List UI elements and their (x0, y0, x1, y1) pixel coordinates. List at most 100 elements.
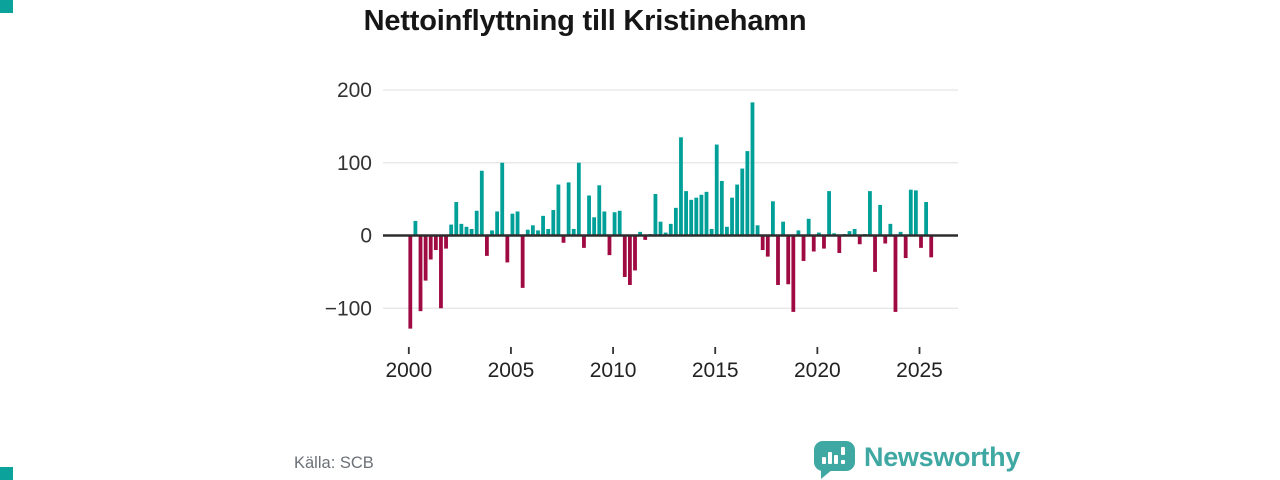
bar (658, 221, 663, 236)
bar (745, 151, 750, 236)
bar (408, 235, 413, 329)
bar (771, 201, 775, 236)
bar (822, 235, 826, 249)
bar (413, 220, 418, 236)
bar (628, 235, 632, 285)
bar (423, 235, 428, 281)
bar (449, 224, 454, 236)
bar (500, 162, 505, 236)
bar (791, 235, 796, 312)
bar (622, 235, 627, 277)
bar (888, 223, 893, 236)
newsworthy-brand-text: Newsworthy (864, 442, 1021, 472)
bar (765, 235, 770, 257)
bar (566, 182, 571, 236)
bar (530, 225, 535, 236)
bar (801, 235, 806, 261)
newsworthy-logo: Newsworthy (814, 441, 1021, 479)
bar (633, 235, 637, 271)
bar (638, 231, 643, 236)
bar (704, 191, 709, 236)
bar (811, 235, 816, 252)
y-axis-tick-label: 0 (360, 225, 372, 248)
bar (541, 215, 545, 236)
bar (684, 191, 688, 236)
bar (556, 184, 561, 236)
bar (679, 137, 683, 236)
bar (617, 210, 622, 236)
bar (694, 197, 699, 236)
x-axis-tick-label: 2015 (692, 359, 739, 382)
bar (561, 235, 566, 243)
bar (816, 232, 821, 236)
bar (428, 235, 433, 260)
bar (418, 235, 423, 312)
bar (847, 231, 852, 236)
bar (719, 180, 724, 236)
bar (903, 235, 908, 259)
bar (454, 202, 459, 236)
bar (898, 231, 903, 236)
bar (607, 235, 612, 256)
bar (852, 228, 857, 236)
bar (796, 230, 801, 236)
bar (883, 235, 888, 244)
x-axis-tick-label: 2010 (590, 359, 637, 382)
bar (515, 211, 520, 236)
bar (868, 191, 872, 236)
bar (873, 235, 877, 272)
bar (653, 194, 658, 236)
bar (525, 229, 530, 236)
x-axis-tick-label: 2020 (794, 359, 841, 382)
y-axis-tick-label: 200 (337, 79, 372, 102)
bar (536, 230, 540, 236)
bar (776, 235, 780, 285)
bar (827, 191, 831, 236)
bar (781, 221, 786, 236)
bar (612, 212, 617, 236)
bar (725, 226, 729, 236)
bar (893, 235, 898, 312)
bar (908, 189, 913, 236)
bar (469, 228, 474, 236)
x-axis-tick-label: 2025 (896, 359, 943, 382)
bar (459, 223, 464, 236)
bar (576, 162, 581, 236)
bar (673, 207, 678, 236)
newsworthy-chart-bubble-icon (814, 441, 855, 479)
corner-accent-top-left (0, 0, 13, 13)
corner-accent-bottom-left (0, 467, 13, 480)
bar (490, 230, 494, 236)
bar (730, 197, 734, 236)
bar (444, 235, 448, 249)
chart-title: Nettoinflyttning till Kristinehamn (363, 5, 807, 37)
bar (464, 226, 469, 236)
bar (913, 190, 918, 236)
bar (582, 235, 586, 248)
y-axis-tick-label: −100 (325, 297, 372, 320)
bar (878, 204, 883, 236)
bar (520, 235, 525, 288)
bar (479, 170, 484, 236)
bar (786, 235, 791, 285)
bar (485, 235, 489, 256)
bar (755, 225, 760, 236)
bar (857, 235, 862, 245)
bar (571, 228, 576, 236)
bar (806, 218, 811, 236)
x-axis-tick-label: 2000 (385, 359, 432, 382)
bar (597, 185, 602, 236)
bar (510, 213, 515, 236)
bar (495, 211, 500, 236)
bar (505, 235, 510, 263)
bar (919, 235, 923, 248)
bar (474, 210, 479, 236)
bar (602, 211, 607, 236)
bar (750, 102, 755, 236)
bar (551, 210, 556, 236)
bar (735, 184, 740, 236)
bar (924, 202, 929, 236)
bar (668, 223, 673, 236)
